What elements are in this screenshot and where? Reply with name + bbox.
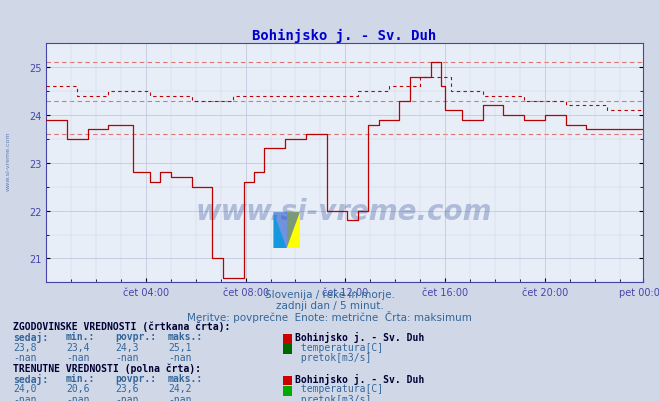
- Text: -nan: -nan: [66, 352, 90, 362]
- Text: -nan: -nan: [66, 394, 90, 401]
- Text: TRENUTNE VREDNOSTI (polna črta):: TRENUTNE VREDNOSTI (polna črta):: [13, 363, 201, 373]
- Text: sedaj:: sedaj:: [13, 332, 48, 342]
- Text: pretok[m3/s]: pretok[m3/s]: [295, 352, 372, 362]
- Text: 23,8: 23,8: [13, 342, 37, 352]
- Polygon shape: [287, 213, 300, 249]
- Text: -nan: -nan: [13, 394, 37, 401]
- Text: -nan: -nan: [13, 352, 37, 362]
- Text: -nan: -nan: [168, 394, 192, 401]
- Text: maks.:: maks.:: [168, 373, 203, 383]
- Text: Bohinjsko j. - Sv. Duh: Bohinjsko j. - Sv. Duh: [295, 332, 424, 342]
- Text: Bohinjsko j. - Sv. Duh: Bohinjsko j. - Sv. Duh: [295, 373, 424, 384]
- Text: min.:: min.:: [66, 332, 96, 342]
- Text: 24,2: 24,2: [168, 383, 192, 393]
- Text: 20,6: 20,6: [66, 383, 90, 393]
- Polygon shape: [273, 213, 300, 249]
- Text: zadnji dan / 5 minut.: zadnji dan / 5 minut.: [275, 300, 384, 310]
- Text: 24,3: 24,3: [115, 342, 139, 352]
- Text: -nan: -nan: [168, 352, 192, 362]
- Text: www.si-vreme.com: www.si-vreme.com: [196, 197, 492, 225]
- Title: Bohinjsko j. - Sv. Duh: Bohinjsko j. - Sv. Duh: [252, 29, 436, 43]
- Text: 25,1: 25,1: [168, 342, 192, 352]
- Text: Slovenija / reke in morje.: Slovenija / reke in morje.: [264, 290, 395, 300]
- Text: temperatura[C]: temperatura[C]: [295, 383, 384, 393]
- Text: temperatura[C]: temperatura[C]: [295, 342, 384, 352]
- Text: -nan: -nan: [115, 352, 139, 362]
- Polygon shape: [273, 213, 287, 249]
- Text: 23,6: 23,6: [115, 383, 139, 393]
- Text: sedaj:: sedaj:: [13, 373, 48, 384]
- Text: 24,0: 24,0: [13, 383, 37, 393]
- Text: -nan: -nan: [115, 394, 139, 401]
- Text: povpr.:: povpr.:: [115, 332, 156, 342]
- Text: www.si-vreme.com: www.si-vreme.com: [5, 131, 11, 190]
- Text: maks.:: maks.:: [168, 332, 203, 342]
- Text: povpr.:: povpr.:: [115, 373, 156, 383]
- Text: ZGODOVINSKE VREDNOSTI (črtkana črta):: ZGODOVINSKE VREDNOSTI (črtkana črta):: [13, 321, 231, 331]
- Text: min.:: min.:: [66, 373, 96, 383]
- Text: Meritve: povprečne  Enote: metrične  Črta: maksimum: Meritve: povprečne Enote: metrične Črta:…: [187, 310, 472, 322]
- Text: 23,4: 23,4: [66, 342, 90, 352]
- Text: pretok[m3/s]: pretok[m3/s]: [295, 394, 372, 401]
